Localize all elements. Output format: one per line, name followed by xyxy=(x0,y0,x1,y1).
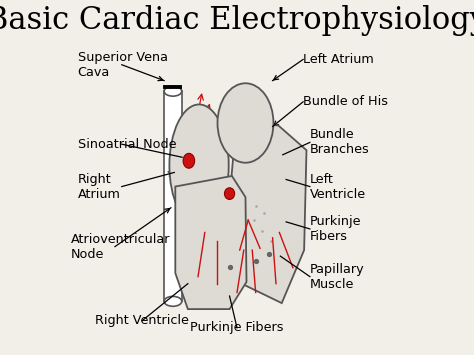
Ellipse shape xyxy=(169,104,228,226)
Polygon shape xyxy=(231,122,307,303)
Text: Left
Ventricle: Left Ventricle xyxy=(310,173,366,201)
Text: Purkinje
Fibers: Purkinje Fibers xyxy=(310,215,361,243)
FancyBboxPatch shape xyxy=(164,91,182,301)
Text: Sinoatrial Node: Sinoatrial Node xyxy=(78,138,176,151)
Text: Bundle of His: Bundle of His xyxy=(303,95,388,108)
Text: Papillary
Muscle: Papillary Muscle xyxy=(310,263,365,291)
Text: Atrioventricular
Node: Atrioventricular Node xyxy=(71,233,171,261)
Ellipse shape xyxy=(164,296,182,306)
Text: Left Atrium: Left Atrium xyxy=(303,53,374,66)
Ellipse shape xyxy=(225,188,235,200)
Ellipse shape xyxy=(164,86,182,96)
Text: Bundle
Branches: Bundle Branches xyxy=(310,129,370,157)
Polygon shape xyxy=(175,176,246,309)
Ellipse shape xyxy=(183,153,195,168)
Text: Basic Cardiac Electrophysiology: Basic Cardiac Electrophysiology xyxy=(0,5,474,36)
Text: Right Ventricle: Right Ventricle xyxy=(95,314,189,327)
Text: Purkinje Fibers: Purkinje Fibers xyxy=(190,321,284,334)
Ellipse shape xyxy=(218,83,273,163)
Text: Superior Vena
Cava: Superior Vena Cava xyxy=(78,51,168,79)
Text: Right
Atrium: Right Atrium xyxy=(78,173,120,201)
